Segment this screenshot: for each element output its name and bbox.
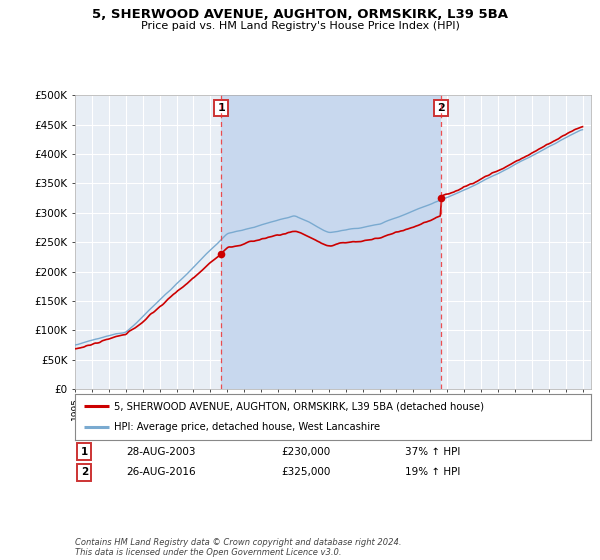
Text: £325,000: £325,000 bbox=[281, 468, 331, 477]
Text: Price paid vs. HM Land Registry's House Price Index (HPI): Price paid vs. HM Land Registry's House … bbox=[140, 21, 460, 31]
Text: 37% ↑ HPI: 37% ↑ HPI bbox=[405, 447, 461, 456]
Text: 1: 1 bbox=[217, 103, 225, 113]
Text: 2: 2 bbox=[437, 103, 445, 113]
Text: £230,000: £230,000 bbox=[281, 447, 331, 456]
Text: 28-AUG-2003: 28-AUG-2003 bbox=[127, 447, 196, 456]
Text: 5, SHERWOOD AVENUE, AUGHTON, ORMSKIRK, L39 5BA (detached house): 5, SHERWOOD AVENUE, AUGHTON, ORMSKIRK, L… bbox=[114, 401, 484, 411]
Text: Contains HM Land Registry data © Crown copyright and database right 2024.
This d: Contains HM Land Registry data © Crown c… bbox=[75, 538, 401, 557]
Text: 5, SHERWOOD AVENUE, AUGHTON, ORMSKIRK, L39 5BA: 5, SHERWOOD AVENUE, AUGHTON, ORMSKIRK, L… bbox=[92, 8, 508, 21]
Bar bbox=[221, 95, 441, 389]
Text: 26-AUG-2016: 26-AUG-2016 bbox=[127, 468, 196, 477]
Text: 19% ↑ HPI: 19% ↑ HPI bbox=[405, 468, 461, 477]
Text: 1: 1 bbox=[80, 447, 88, 456]
Text: 2: 2 bbox=[80, 468, 88, 477]
Text: HPI: Average price, detached house, West Lancashire: HPI: Average price, detached house, West… bbox=[114, 422, 380, 432]
